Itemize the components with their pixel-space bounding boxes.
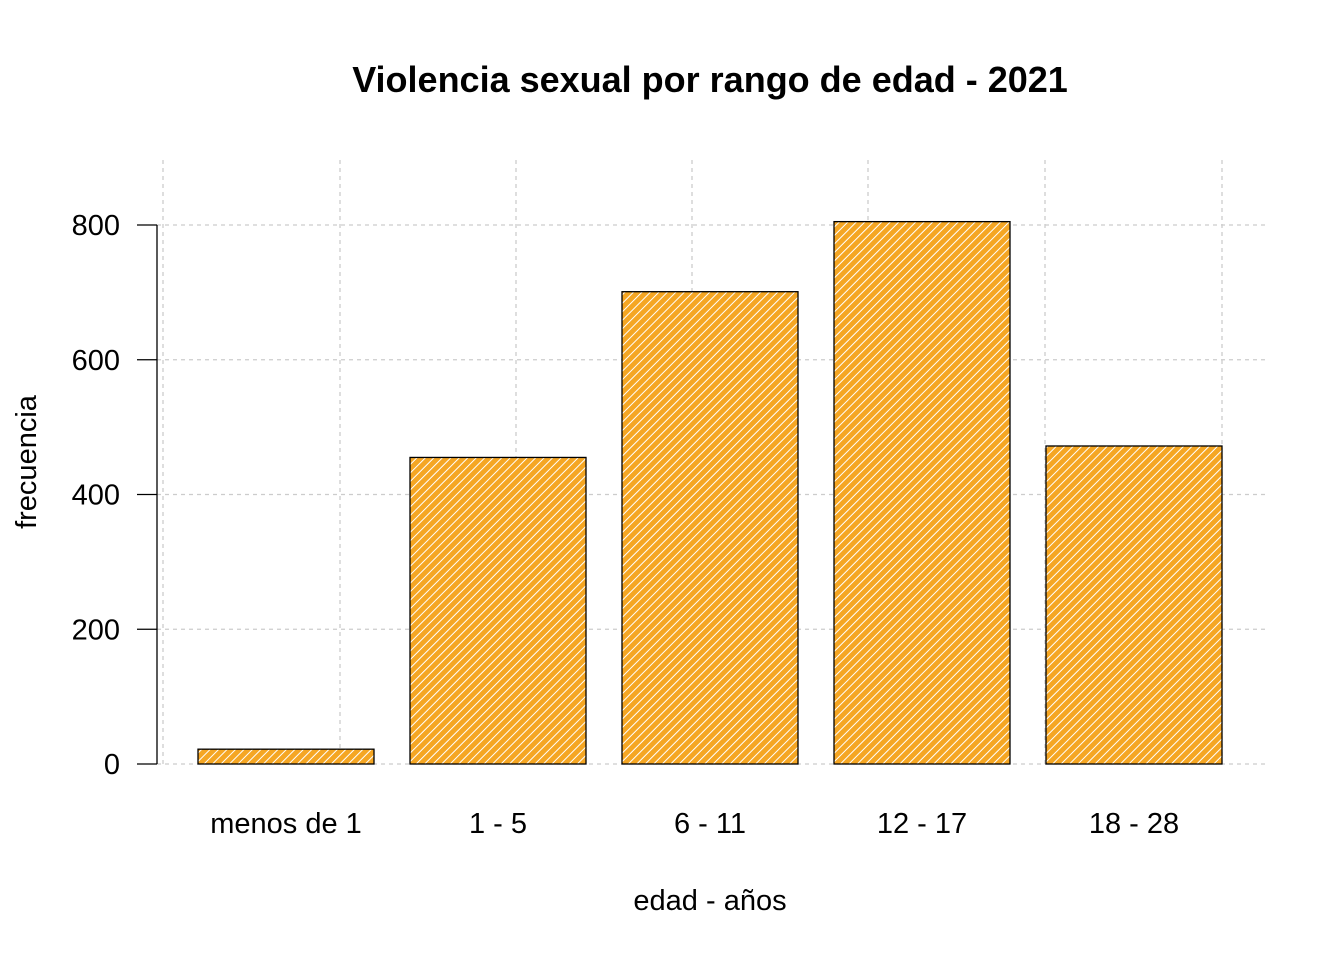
bar-3: [833, 220, 1011, 765]
y-tick-label: 0: [104, 749, 120, 781]
y-axis-label: frecuencia: [11, 394, 43, 529]
x-tick-label: 1 - 5: [469, 808, 527, 840]
y-tick-label: 600: [72, 345, 120, 377]
bar-1: [409, 456, 587, 765]
x-tick-label: 12 - 17: [877, 808, 967, 840]
x-axis-label: edad - años: [633, 885, 786, 917]
bar-0: [197, 748, 375, 765]
x-tick-label: menos de 1: [210, 808, 362, 840]
y-tick-label: 200: [72, 614, 120, 646]
x-axis-tick-labels: menos de 1 1 - 5 6 - 11 12 - 17 18 - 28: [210, 808, 1179, 840]
bar-2: [621, 291, 799, 765]
bars: [197, 220, 1223, 765]
y-tick-label: 400: [72, 480, 120, 512]
bar-4: [1045, 445, 1223, 765]
x-tick-label: 6 - 11: [674, 808, 746, 840]
y-tick-label: 800: [72, 210, 120, 242]
x-tick-label: 18 - 28: [1089, 808, 1179, 840]
y-axis: 0 200 400 600 800: [72, 210, 158, 781]
chart-title: Violencia sexual por rango de edad - 202…: [352, 59, 1068, 100]
